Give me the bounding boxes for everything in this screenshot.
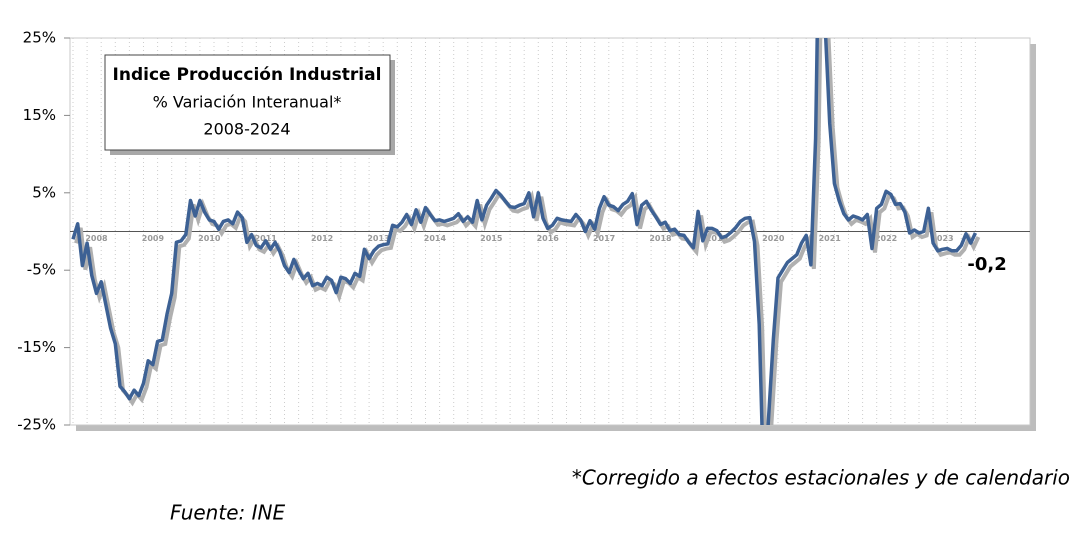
x-tick-label: 2017 [593,234,615,243]
x-tick-label: 2013 [367,234,389,243]
x-tick-label: 2021 [819,234,842,243]
y-tick-label: -5% [27,261,56,279]
x-tick-label: 2011 [255,234,278,243]
line-shadow [74,38,981,425]
chart-period: 2008-2024 [203,120,290,139]
x-tick-label: 2010 [198,234,221,243]
chart-subtitle: % Variación Interanual* [153,93,342,112]
y-tick-label: 5% [32,183,56,201]
x-tick-label: 2016 [537,234,560,243]
x-tick-label: 2014 [424,234,447,243]
source: Fuente: INE [170,501,285,525]
x-tick-label: 2015 [480,234,503,243]
chart-title: Indice Producción Industrial [113,65,382,85]
series [71,38,981,425]
y-tick-label: -25% [17,416,56,434]
line [71,38,977,425]
x-tick-label: 2018 [649,234,672,243]
footnote: *Corregido a efectos estacionales y de c… [572,466,1070,490]
x-tick-label: 2020 [762,234,785,243]
y-tick-label: -15% [17,338,56,356]
x-tick-label: 2009 [142,234,165,243]
x-tick-label: 2012 [311,234,333,243]
x-tick-label: 2022 [875,234,897,243]
y-tick-label: 25% [23,29,56,47]
x-tick-label: 2008 [85,234,108,243]
x-tick-label: 2019 [706,234,729,243]
value-label: -0,2 [967,254,1006,275]
x-tick-label: 2023 [931,234,953,243]
title-box [104,54,391,151]
y-tick-label: 15% [23,106,56,124]
